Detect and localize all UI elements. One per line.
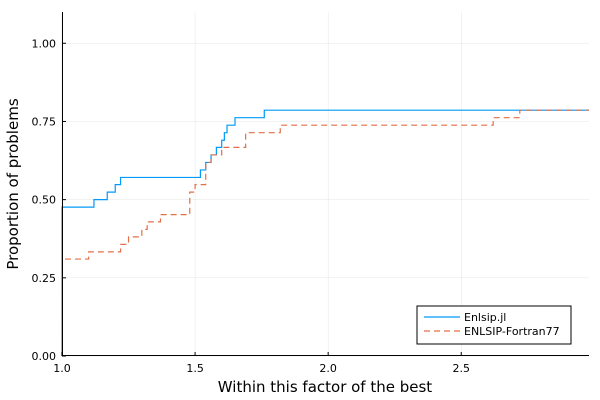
legend-box xyxy=(416,305,572,345)
tick-labels: 1.0 1.5 2.0 2.5 0.00 0.25 0.50 0.75 1.00 xyxy=(32,37,470,375)
x-axis-label: Within this factor of the best xyxy=(218,378,433,396)
series-layer xyxy=(61,109,589,356)
x-tick-label: 1.5 xyxy=(186,362,204,375)
grid xyxy=(61,12,589,357)
y-tick-label: 0.50 xyxy=(32,194,57,207)
series-line-enlsip-jl xyxy=(61,109,589,356)
y-axis-label: Proportion of problems xyxy=(4,98,22,269)
axes xyxy=(61,12,589,357)
y-tick-label: 0.25 xyxy=(32,272,57,285)
y-tick-label: 0.75 xyxy=(32,115,57,128)
y-tick-label: 0.00 xyxy=(32,350,57,363)
x-tick-label: 2.5 xyxy=(452,362,470,375)
legend: Enlsip.jl ENLSIP-Fortran77 xyxy=(416,305,572,345)
x-tick-label: 1.0 xyxy=(53,362,71,375)
y-tick-label: 1.00 xyxy=(32,37,57,50)
legend-label-enlsip-jl: Enlsip.jl xyxy=(464,311,506,324)
legend-label-enlsip-fortran77: ENLSIP-Fortran77 xyxy=(464,325,560,338)
x-tick-label: 2.0 xyxy=(319,362,337,375)
series-line-enlsip-fortran77 xyxy=(61,109,589,356)
